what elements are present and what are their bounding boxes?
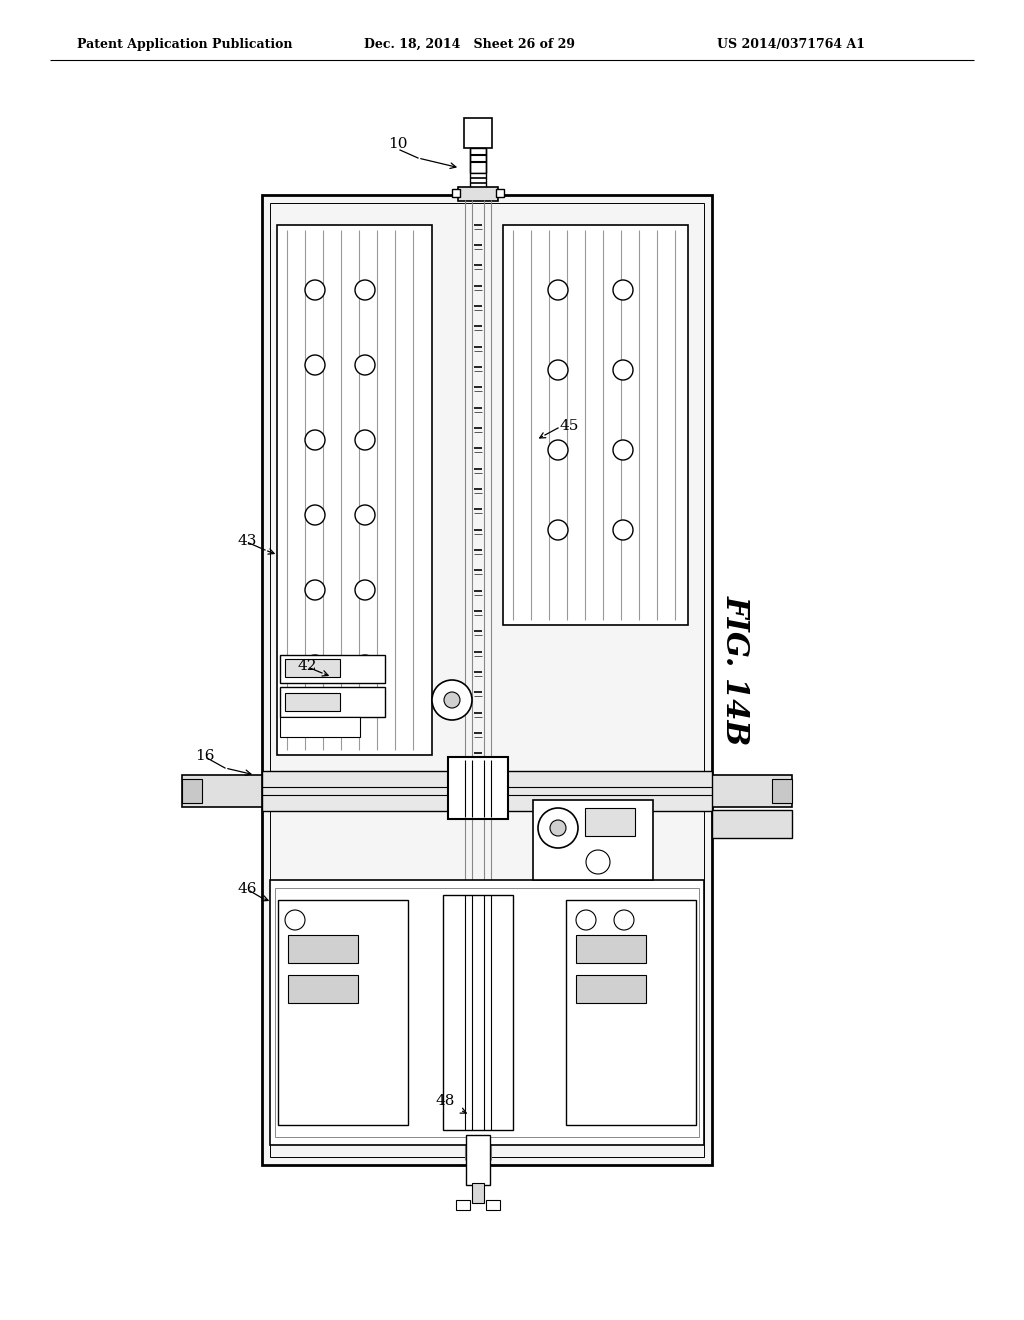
Bar [262, 771, 712, 810]
Circle shape [355, 579, 375, 601]
Bar [275, 888, 699, 1137]
Text: 46: 46 [238, 882, 257, 896]
Bar [466, 1135, 490, 1185]
Bar [443, 895, 513, 1130]
Text: Patent Application Publication: Patent Application Publication [77, 37, 292, 50]
Circle shape [305, 506, 325, 525]
Bar [285, 693, 340, 711]
Bar [280, 686, 385, 717]
Bar [182, 775, 262, 807]
Text: Dec. 18, 2014   Sheet 26 of 29: Dec. 18, 2014 Sheet 26 of 29 [364, 37, 574, 50]
Bar [472, 1183, 484, 1203]
Bar [470, 173, 486, 195]
Circle shape [355, 430, 375, 450]
Circle shape [355, 655, 375, 675]
Circle shape [548, 280, 568, 300]
Bar [280, 717, 360, 737]
Bar [575, 975, 646, 1003]
Bar [449, 756, 508, 818]
Bar [285, 659, 340, 677]
Circle shape [444, 692, 460, 708]
Bar [585, 808, 635, 836]
Bar [456, 1200, 470, 1210]
Bar [270, 880, 705, 1144]
Circle shape [548, 520, 568, 540]
Bar [486, 1200, 500, 1210]
Bar [503, 224, 688, 624]
Circle shape [355, 355, 375, 375]
Circle shape [305, 355, 325, 375]
Text: 45: 45 [560, 418, 580, 433]
Circle shape [613, 360, 633, 380]
Circle shape [613, 520, 633, 540]
Text: 42: 42 [298, 659, 317, 673]
Circle shape [305, 579, 325, 601]
Text: 48: 48 [436, 1094, 456, 1107]
Text: US 2014/0371764 A1: US 2014/0371764 A1 [717, 37, 865, 50]
Bar [460, 195, 496, 1166]
Circle shape [305, 655, 325, 675]
Bar [262, 195, 712, 1166]
Bar [280, 655, 385, 682]
Bar [464, 117, 492, 148]
Circle shape [285, 909, 305, 931]
Bar [772, 779, 792, 803]
Bar [458, 187, 498, 201]
Bar [278, 900, 408, 1125]
Circle shape [613, 280, 633, 300]
Bar [470, 148, 486, 173]
Circle shape [355, 280, 375, 300]
Text: 44: 44 [582, 829, 601, 843]
Circle shape [305, 280, 325, 300]
Circle shape [614, 909, 634, 931]
Circle shape [548, 440, 568, 459]
Circle shape [586, 850, 610, 874]
Circle shape [538, 808, 578, 847]
Text: 43: 43 [237, 535, 256, 548]
Circle shape [550, 820, 566, 836]
Bar [575, 935, 646, 964]
Bar [712, 810, 792, 838]
Bar [182, 779, 202, 803]
Bar [712, 775, 792, 807]
Bar [534, 800, 653, 880]
Text: 10: 10 [388, 137, 408, 150]
Circle shape [613, 440, 633, 459]
Circle shape [432, 680, 472, 719]
Bar [452, 189, 460, 197]
Bar [288, 935, 358, 964]
Bar [288, 975, 358, 1003]
Circle shape [548, 360, 568, 380]
Bar [278, 224, 432, 755]
Bar [496, 189, 504, 197]
Bar [566, 900, 696, 1125]
Bar [270, 203, 705, 1158]
Circle shape [305, 430, 325, 450]
Text: 16: 16 [195, 748, 214, 763]
Text: FIG. 14B: FIG. 14B [720, 595, 751, 744]
Circle shape [355, 506, 375, 525]
Circle shape [575, 909, 596, 931]
